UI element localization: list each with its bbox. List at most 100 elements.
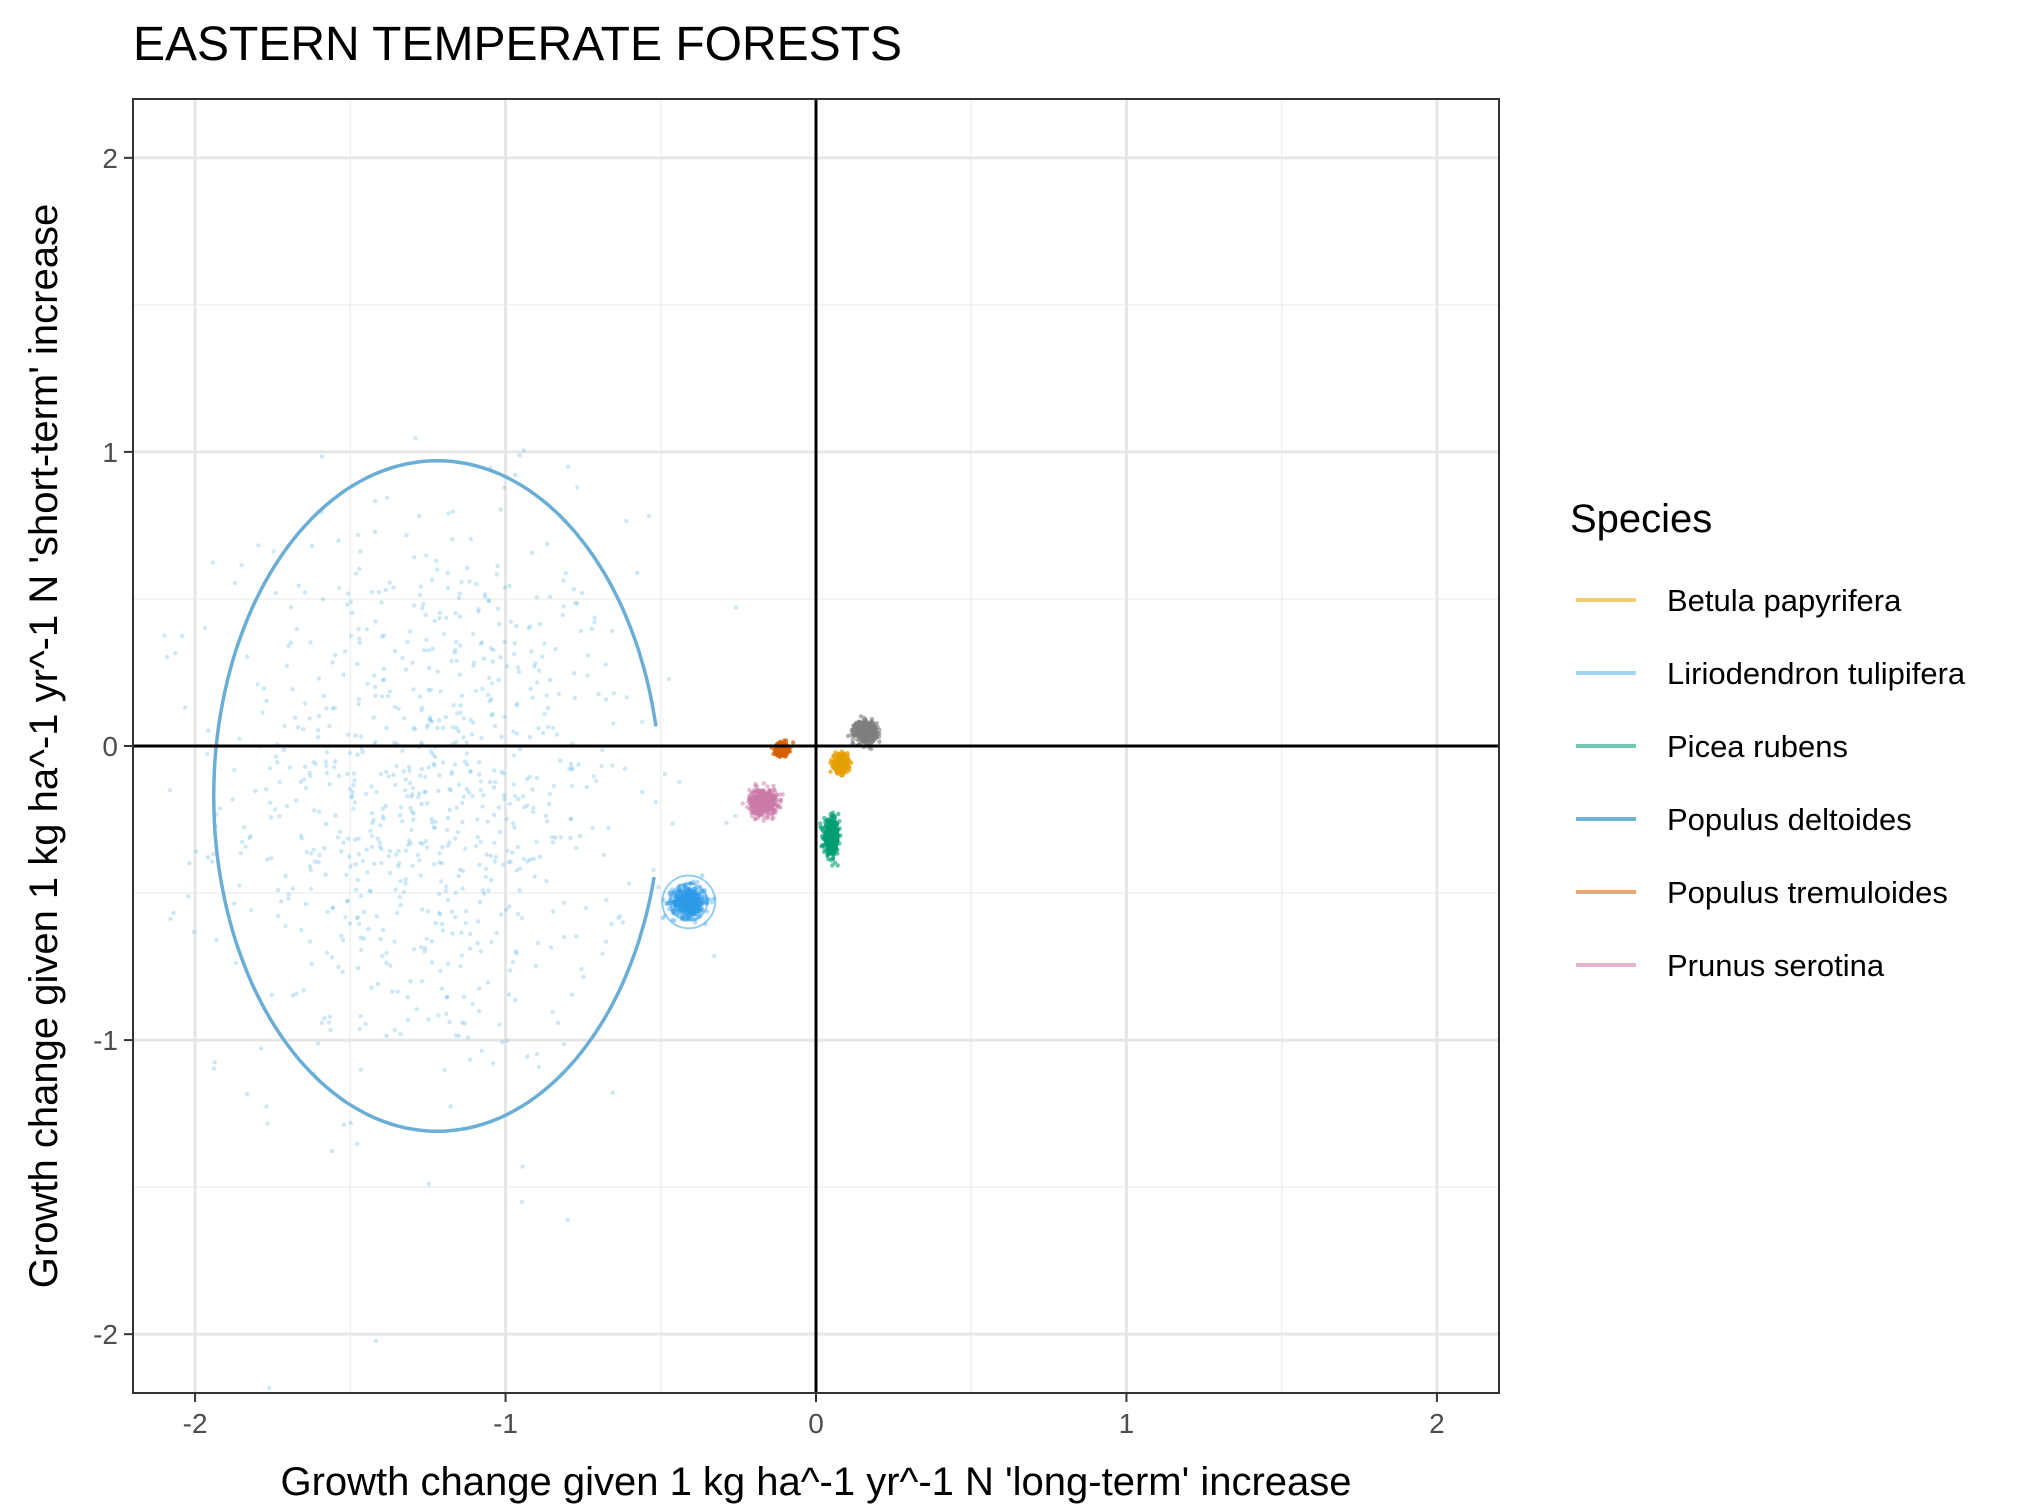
data-point — [869, 733, 874, 738]
data-point — [504, 664, 510, 669]
data-point — [410, 863, 415, 868]
data-point — [690, 897, 695, 902]
data-point — [387, 580, 392, 585]
data-point — [656, 885, 661, 890]
data-point — [243, 844, 248, 849]
data-point — [873, 730, 879, 735]
data-point — [542, 641, 547, 646]
data-point — [456, 729, 461, 734]
data-point — [380, 814, 385, 819]
y-tick-label: 2 — [102, 143, 118, 174]
data-point — [690, 905, 696, 911]
data-point — [689, 904, 694, 909]
data-point — [819, 844, 824, 849]
data-point — [490, 659, 495, 664]
data-point — [339, 933, 344, 939]
data-point — [610, 628, 615, 633]
data-point — [496, 677, 501, 683]
data-point — [405, 1017, 411, 1022]
data-point — [528, 686, 533, 691]
data-point — [454, 725, 459, 731]
data-point — [468, 931, 473, 937]
data-point — [680, 904, 686, 909]
data-point — [478, 787, 483, 793]
data-point — [688, 905, 694, 911]
data-point — [419, 979, 425, 984]
data-point — [435, 725, 440, 731]
data-point — [423, 789, 429, 795]
data-point — [356, 626, 361, 632]
data-point — [679, 898, 685, 903]
data-point — [527, 774, 532, 780]
data-point — [400, 819, 405, 824]
data-point — [301, 777, 307, 782]
data-point — [341, 672, 346, 677]
data-point — [272, 807, 278, 812]
data-point — [601, 852, 606, 858]
data-point — [682, 894, 687, 899]
data-point — [427, 665, 432, 671]
data-point — [687, 901, 693, 907]
data-point — [369, 985, 374, 990]
data-point — [478, 779, 484, 784]
data-point — [391, 585, 396, 590]
data-point — [481, 793, 486, 798]
data-point — [363, 791, 369, 796]
data-point — [417, 592, 423, 598]
data-point — [372, 673, 377, 678]
data-point — [686, 900, 691, 905]
data-point — [369, 784, 374, 789]
legend-label: Prunus serotina — [1667, 948, 1885, 983]
data-point — [395, 989, 400, 994]
data-point — [350, 789, 355, 795]
data-point — [583, 905, 589, 911]
x-tick-label: 1 — [1119, 1408, 1135, 1439]
data-point — [473, 688, 478, 694]
data-point — [558, 835, 564, 840]
data-point — [481, 656, 486, 661]
data-point — [666, 676, 672, 682]
data-point — [408, 629, 413, 634]
data-point — [688, 897, 694, 903]
data-point — [476, 607, 481, 612]
data-point — [324, 763, 329, 768]
data-point — [553, 835, 558, 840]
data-point — [498, 912, 504, 917]
data-point — [683, 904, 688, 909]
data-point — [186, 894, 191, 899]
x-tick-label: 0 — [808, 1408, 824, 1439]
data-point — [687, 893, 692, 899]
data-point — [447, 807, 452, 813]
data-point — [585, 673, 590, 678]
data-point — [332, 765, 337, 770]
data-point — [522, 804, 527, 810]
data-point — [827, 832, 832, 837]
data-point — [237, 883, 242, 888]
data-point — [697, 891, 703, 896]
data-point — [392, 704, 398, 710]
data-point — [273, 591, 278, 596]
data-point — [396, 848, 401, 854]
data-point — [684, 891, 690, 896]
data-point — [700, 896, 705, 901]
data-point — [468, 717, 473, 723]
data-point — [496, 805, 501, 810]
data-point — [478, 949, 484, 954]
data-point — [748, 792, 754, 797]
data-point — [689, 898, 694, 903]
data-point — [753, 781, 758, 787]
data-point — [689, 895, 694, 901]
data-point — [352, 778, 357, 783]
y-tick-label: -1 — [93, 1025, 118, 1056]
data-point — [403, 777, 408, 782]
data-point — [432, 825, 437, 830]
confidence-ellipse — [211, 458, 658, 1134]
data-point — [684, 907, 689, 913]
data-point — [673, 901, 678, 907]
data-point — [690, 901, 696, 906]
data-point — [486, 888, 491, 893]
data-point — [684, 899, 689, 904]
data-point — [685, 891, 690, 896]
data-point — [673, 890, 678, 895]
data-point — [444, 884, 449, 889]
